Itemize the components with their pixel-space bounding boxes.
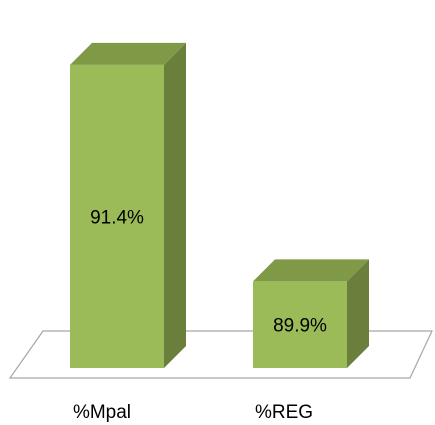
bar-top (70, 42, 186, 65)
bar-front (70, 64, 164, 368)
bar-reg (253, 259, 369, 368)
category-label: %Mpal (73, 402, 131, 423)
data-label: 91.4% (90, 207, 144, 228)
labels-group: 91.4% %Mpal 89.9% %REG (73, 207, 327, 423)
data-label: 89.9% (273, 316, 327, 337)
bar-side (164, 42, 186, 368)
bar-top (253, 259, 369, 282)
bar-mpal (70, 42, 186, 368)
category-label: %REG (255, 402, 313, 423)
bars-group (70, 42, 369, 368)
bar-front (253, 281, 347, 368)
bar-side (347, 259, 369, 368)
